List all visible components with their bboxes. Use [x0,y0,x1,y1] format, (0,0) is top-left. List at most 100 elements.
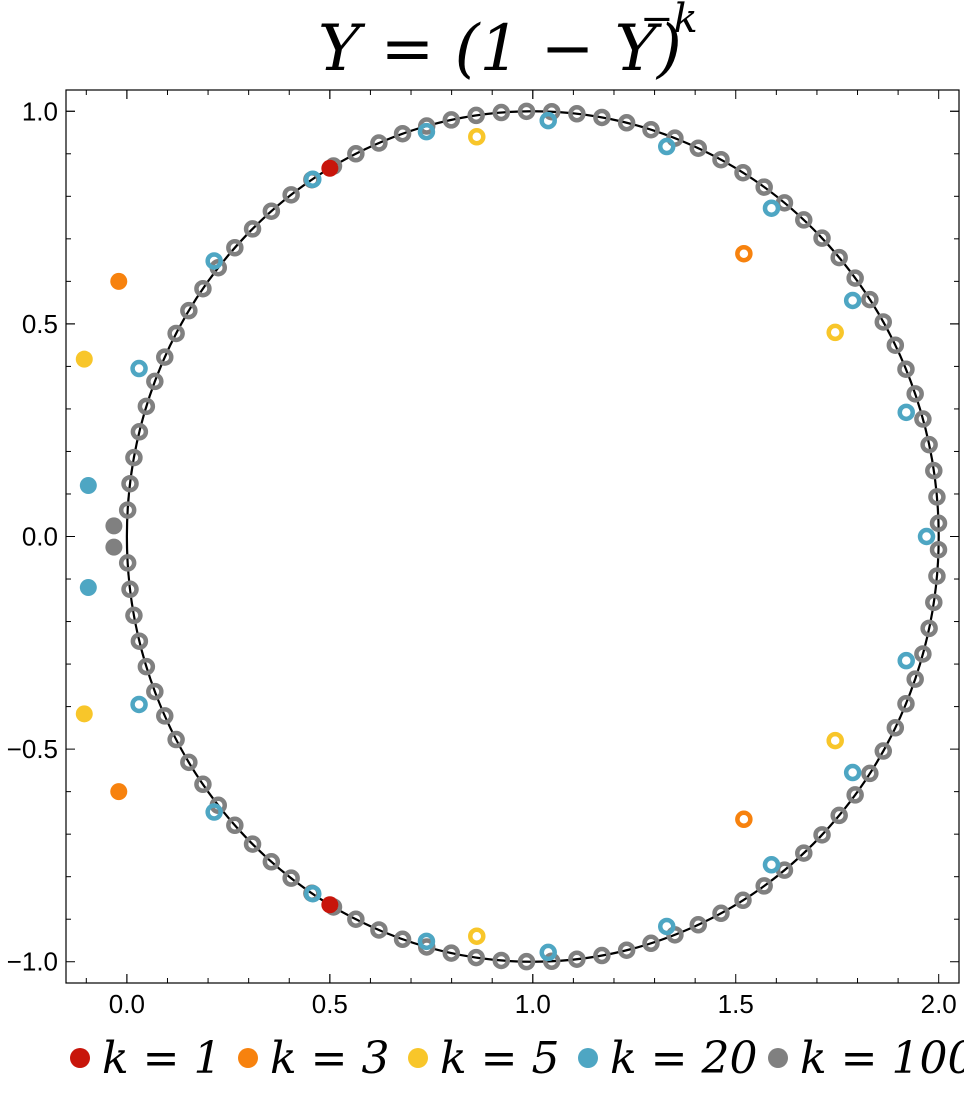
point-k100-open [226,238,244,257]
point-k100-open [755,178,773,196]
point-k100-open [393,930,412,949]
point-k100-open [593,946,611,965]
point-k100-open [517,102,536,121]
point-k100-open [568,105,586,123]
point-k100-open [568,950,586,968]
point-k20-filled [79,476,97,494]
point-k3-open [735,244,753,263]
chart-title: Y = (1 − Y) −k [318,0,698,86]
legend-marker-k5 [408,1048,428,1068]
point-k20-open [130,695,148,714]
point-k100-open [813,229,831,247]
point-k100-open [813,826,831,844]
y-tick-label: 1.0 [22,96,58,126]
point-k20-open [762,199,781,217]
x-tick-label: 2.0 [921,989,957,1019]
point-k100-open [920,435,938,454]
point-k20-open [657,917,676,936]
point-k100-open [734,891,752,910]
x-tick-label: 1.0 [515,989,551,1019]
point-k100-open [755,877,773,895]
point-k20-open [417,122,436,141]
point-k100-open [642,120,660,139]
point-k100-open [125,448,143,467]
point-k100-open [542,102,561,121]
point-k100-open [226,816,244,835]
y-tick-label: −1.0 [7,947,58,977]
legend-label-k5: k = 5 [440,1033,560,1084]
point-k100-open [347,145,365,163]
point-k100-open [492,103,511,122]
point-k100-open [194,775,212,794]
point-k100-open [167,324,185,343]
axis-tick-labels: 0.0 0.5 1.0 1.5 2.0 −1.0 −0.5 0.0 0.5 1.0 [7,96,957,1019]
legend-marker-k100 [768,1048,788,1068]
point-k100-open [689,916,708,934]
chart-title-exponent: −k [640,0,698,42]
point-k100-open [137,397,156,416]
point-k100-open [897,360,915,378]
legend-label-k1: k = 1 [102,1033,222,1084]
legend-label-k20: k = 20 [610,1033,758,1084]
point-k100-open [617,941,636,959]
point-k1-filled [321,159,339,177]
point-k100-open [874,742,893,760]
point-k20-open [130,359,148,378]
point-k20-open [657,137,676,156]
y-tick-label: 0.5 [22,309,58,339]
point-k100-open [886,336,905,354]
point-k100-open [897,695,915,713]
point-k100-open [795,211,813,229]
point-k100-open [467,106,485,125]
legend-label-k100: k = 100 [800,1033,964,1084]
point-k100-open [156,348,174,366]
x-tick-label: 1.5 [718,989,754,1019]
point-k100-open [642,934,660,953]
point-k100-open [517,952,536,971]
point-k100-filled [105,517,123,535]
point-k100-open [243,220,262,238]
point-k100-open [442,111,461,129]
point-k100-open [442,944,461,962]
point-k100-open [712,150,730,169]
point-k100-open [167,730,185,749]
point-k20-filled [79,579,97,597]
point-k100-open [830,806,848,825]
legend-marker-k3 [238,1048,258,1068]
point-k100-open [861,290,879,309]
point-k100-open [262,202,281,220]
point-k100-open [925,461,943,480]
point-k100-open [146,372,164,391]
point-k100-open [393,124,412,143]
point-k20-open [539,943,557,962]
point-k100-open [125,606,143,625]
point-k100-open [347,910,365,928]
point-k100-open [886,719,905,737]
point-k5-open [826,731,844,750]
point-k100-open [846,786,864,804]
point-k100-open [929,514,948,533]
point-k5-filled [75,705,93,723]
point-k20-open [762,856,781,874]
point-k100-open [180,301,198,320]
point-k100-open [542,952,561,971]
axis-ticks [66,90,959,983]
point-k5-open [826,323,844,342]
point-k20-open [843,763,862,782]
point-k100-open [920,619,938,638]
point-k100-open [137,657,156,676]
data-points [75,102,948,971]
point-k5-open [468,927,486,945]
point-k100-open [712,904,730,923]
point-k20-open [205,803,223,821]
point-k100-open [118,554,137,572]
point-k3-open [735,810,753,829]
point-k20-open [897,403,915,422]
y-tick-label: −0.5 [7,734,58,764]
point-k100-open [914,645,932,663]
x-tick-label: 0.5 [312,989,348,1019]
point-k100-open [370,134,388,152]
point-k100-open [795,844,813,862]
point-k100-open [925,593,943,612]
plot-frame [65,89,960,984]
